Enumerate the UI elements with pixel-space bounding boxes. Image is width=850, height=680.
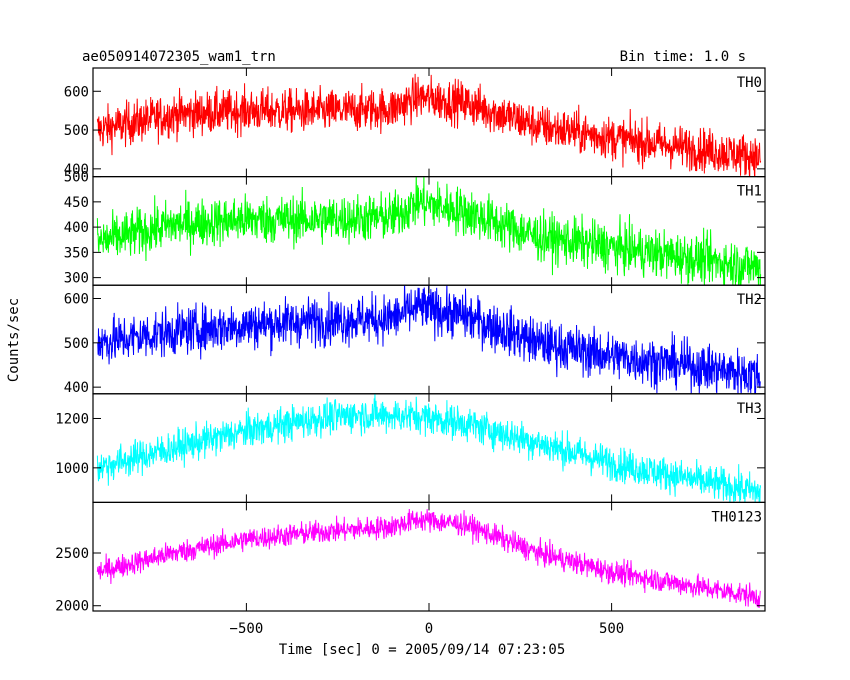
panel-label-th3: TH3 [737,401,762,417]
y-tick-label: 600 [64,84,89,100]
bin-time-label: Bin time: 1.0 s [620,49,746,65]
y-tick-label: 350 [64,245,89,261]
y-tick-label: 1000 [55,461,89,477]
y-tick-label: 1200 [55,411,89,427]
panel-label-th0: TH0 [737,75,762,91]
series-th1-line [96,176,762,286]
y-tick-label: 400 [64,220,89,236]
y-tick-label: 2000 [55,599,89,615]
x-tick-label: −500 [230,621,264,637]
series-th0-line [96,73,762,177]
panel-label-th2: TH2 [737,292,762,308]
y-tick-label: 450 [64,195,89,211]
chart-title: ae050914072305_wam1_trn [82,49,276,65]
y-tick-label: 300 [64,271,89,287]
x-tick-label: 0 [425,621,433,637]
y-tick-label: 400 [64,162,89,178]
panel-label-th0123: TH0123 [711,509,762,525]
y-tick-label: 500 [64,170,89,186]
series-th3-line [96,393,762,503]
panel-label-th1: TH1 [737,184,762,200]
y-tick-label: 400 [64,380,89,396]
y-tick-label: 2500 [55,546,89,562]
series-th0123-line [96,509,761,608]
y-tick-label: 500 [64,336,89,352]
x-axis-label: Time [sec] 0 = 2005/09/14 07:23:05 [279,642,566,658]
y-axis-label: Counts/sec [6,298,22,382]
y-tick-label: 600 [64,291,89,307]
y-tick-label: 500 [64,123,89,139]
series-th2-line [96,285,761,394]
x-tick-label: 500 [599,621,624,637]
panels-group: TH0400500600TH1300350400450500TH24005006… [55,67,766,637]
